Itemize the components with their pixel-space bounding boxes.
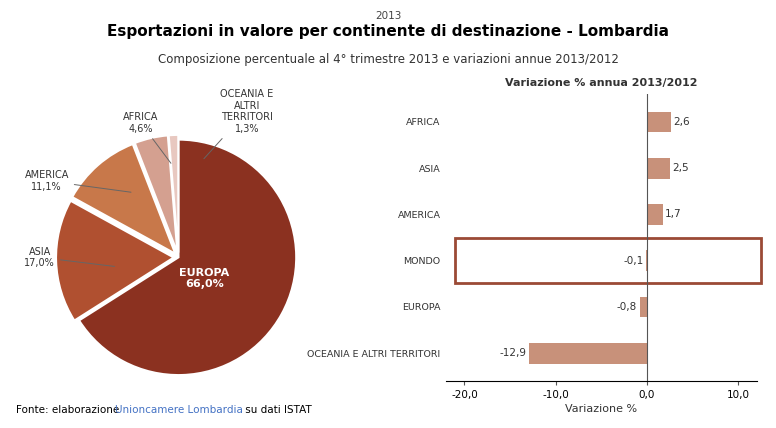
Wedge shape (168, 135, 178, 253)
Text: 1,7: 1,7 (665, 209, 682, 220)
FancyBboxPatch shape (456, 238, 761, 283)
Text: -12,9: -12,9 (500, 348, 527, 358)
Bar (647, 112, 670, 132)
Text: OCEANIA E
ALTRI
TERRITORI
1,3%: OCEANIA E ALTRI TERRITORI 1,3% (204, 89, 273, 159)
Text: Unioncamere Lombardia: Unioncamere Lombardia (115, 405, 243, 415)
Bar (647, 158, 670, 178)
Bar (529, 343, 647, 363)
Text: su dati ISTAT: su dati ISTAT (242, 405, 312, 415)
Wedge shape (79, 140, 296, 375)
Text: 2013: 2013 (375, 11, 401, 21)
Wedge shape (72, 144, 175, 254)
Text: AMERICA
11,1%: AMERICA 11,1% (24, 170, 131, 192)
Text: -0,8: -0,8 (617, 302, 637, 312)
Text: Composizione percentuale al 4° trimestre 2013 e variazioni annue 2013/2012: Composizione percentuale al 4° trimestre… (158, 54, 618, 66)
Wedge shape (135, 135, 178, 253)
Bar (646, 250, 647, 271)
Text: 2,5: 2,5 (673, 163, 689, 173)
Bar (639, 297, 647, 317)
Text: 2,6: 2,6 (674, 117, 690, 127)
Text: EUROPA
66,0%: EUROPA 66,0% (179, 268, 230, 289)
Text: -0,1: -0,1 (623, 256, 643, 266)
Text: Esportazioni in valore per continente di destinazione - Lombardia: Esportazioni in valore per continente di… (107, 24, 669, 39)
X-axis label: Variazione %: Variazione % (566, 404, 637, 414)
Text: Fonte: elaborazione: Fonte: elaborazione (16, 405, 122, 415)
Title: Variazione % annua 2013/2012: Variazione % annua 2013/2012 (505, 78, 698, 88)
Text: AFRICA
4,6%: AFRICA 4,6% (123, 112, 171, 163)
Bar (646, 250, 647, 271)
Text: ASIA
17,0%: ASIA 17,0% (24, 247, 115, 268)
Bar (647, 204, 663, 225)
Wedge shape (56, 201, 174, 321)
